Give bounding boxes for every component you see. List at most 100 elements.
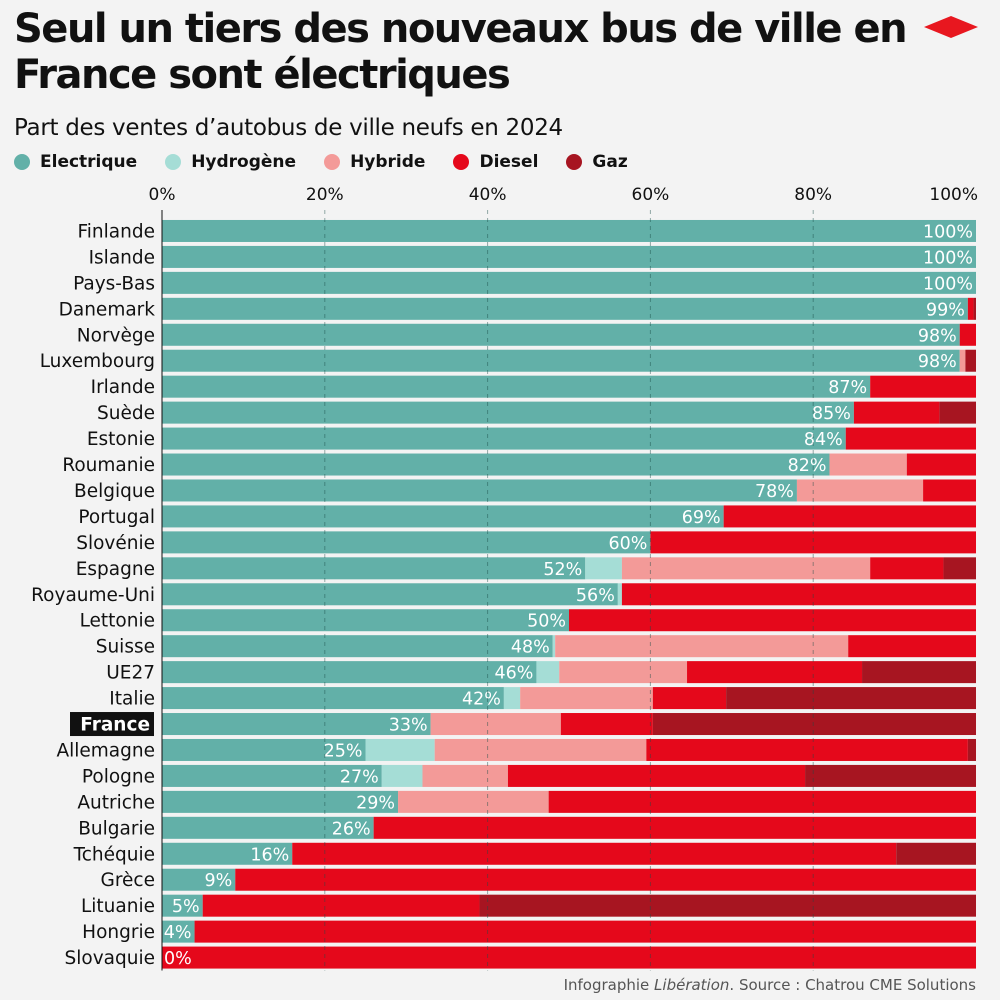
bar-segment-diesel [292, 842, 897, 865]
legend-item-gaz: Gaz [566, 152, 628, 172]
data-label: 16% [250, 845, 289, 865]
data-label: 78% [755, 482, 794, 502]
bar-segment-electrique [162, 661, 537, 684]
bar-segment-hybride [829, 453, 907, 476]
legend-item-diesel: Diesel [453, 152, 538, 172]
category-label: Espagne [76, 559, 155, 580]
bar-segment-diesel [646, 738, 968, 761]
source-prefix: Infographie [563, 976, 655, 994]
bar-segment-electrique [162, 894, 203, 917]
bar-segment-diesel [853, 401, 940, 424]
data-label: 99% [926, 300, 965, 320]
bar-segment-gaz [896, 842, 976, 865]
bar-segment-electrique [162, 609, 569, 632]
category-label: Allemagne [56, 740, 155, 761]
category-label: Suède [97, 403, 155, 424]
bar-segment-hybride [555, 635, 849, 658]
category-label: Islande [89, 247, 155, 268]
bar-segment-diesel [235, 868, 976, 891]
bar-segment-gaz [479, 894, 976, 917]
x-tick-label: 100% [929, 185, 978, 205]
bar-segment-electrique [162, 349, 960, 372]
bar-segment-electrique [162, 557, 586, 580]
bar-segment-gaz [943, 557, 976, 580]
category-label: Grèce [101, 870, 155, 891]
bar-segment-electrique [162, 816, 374, 839]
bar-segment-diesel [373, 816, 976, 839]
bar-segment-gaz [967, 738, 976, 761]
data-label: 87% [828, 378, 867, 398]
highlight-label-box [70, 712, 154, 737]
x-tick-label: 80% [794, 185, 832, 205]
legend-label: Diesel [479, 152, 539, 172]
legend-swatch [14, 154, 30, 170]
bar-segment-hybride [434, 738, 647, 761]
data-label: 46% [495, 664, 534, 684]
category-label: Luxembourg [40, 351, 155, 372]
legend-label: Gaz [592, 152, 628, 172]
bar-segment-electrique [162, 479, 797, 502]
bar-segment-gaz [652, 713, 976, 736]
category-label: Lituanie [81, 896, 155, 917]
bar-segment-gaz [965, 349, 976, 372]
category-label: Danemark [59, 299, 156, 320]
data-label: 60% [608, 534, 647, 554]
category-label: Norvège [77, 325, 155, 346]
bar-segment-diesel [650, 531, 976, 554]
bar-segment-diesel [870, 375, 976, 398]
category-label: Roumanie [62, 455, 155, 476]
bar-segment-diesel [162, 946, 976, 969]
legend-label: Hybride [350, 152, 426, 172]
bar-segment-hybride [520, 687, 653, 710]
bar-segment-diesel [906, 453, 976, 476]
data-label: 25% [324, 741, 363, 761]
bar-segment-gaz [726, 687, 976, 710]
data-label: 85% [812, 404, 851, 424]
category-label: Finlande [78, 221, 156, 242]
category-label: Suisse [96, 637, 155, 658]
bar-segment-hydrogène [503, 687, 521, 710]
data-label: 48% [511, 638, 550, 658]
bar-segment-electrique [162, 505, 724, 528]
source-publisher: Libération [654, 976, 730, 994]
bar-segment-diesel [687, 661, 863, 684]
bar-segment-diesel [870, 557, 944, 580]
chart-title: Seul un tiers des nouveaux bus de ville … [14, 6, 908, 98]
bar-segment-gaz [862, 661, 976, 684]
category-label: Belgique [74, 481, 155, 502]
data-label: 100% [923, 274, 973, 294]
data-label: 100% [923, 248, 973, 268]
bar-segment-hybride [559, 661, 688, 684]
bar-segment-hybride [796, 479, 924, 502]
category-label: Royaume-Uni [31, 585, 155, 606]
bar-segment-electrique [162, 323, 960, 346]
x-tick-label: 60% [632, 185, 670, 205]
bar-segment-hybride [959, 349, 966, 372]
data-label: 98% [918, 326, 957, 346]
bar-segment-electrique [162, 401, 854, 424]
data-label: 84% [804, 430, 843, 450]
bar-segment-electrique [162, 453, 830, 476]
data-label: 26% [332, 819, 371, 839]
bar-segment-hydrogène [552, 635, 556, 658]
data-label: 52% [543, 560, 582, 580]
bar-segment-electrique [162, 531, 651, 554]
data-label: 82% [788, 456, 827, 476]
bar-segment-diesel [723, 505, 976, 528]
legend-item-hybride: Hybride [324, 152, 425, 172]
bar-segment-diesel [548, 790, 976, 813]
bar-segment-hydrogène [536, 661, 560, 684]
bar-segment-gaz [973, 297, 976, 320]
bar-segment-diesel [569, 609, 976, 632]
bar-segment-hybride [430, 713, 561, 736]
category-label: Hongrie [82, 922, 155, 943]
bar-segment-electrique [162, 245, 976, 268]
bar-segment-diesel [507, 764, 806, 787]
bar-segment-electrique [162, 219, 976, 242]
source-suffix: . Source : Chatrou CME Solutions [729, 976, 976, 994]
bar-segment-hybride [422, 764, 508, 787]
bar-segment-electrique [162, 271, 976, 294]
data-label: 98% [918, 352, 957, 372]
bar-segment-gaz [805, 764, 976, 787]
